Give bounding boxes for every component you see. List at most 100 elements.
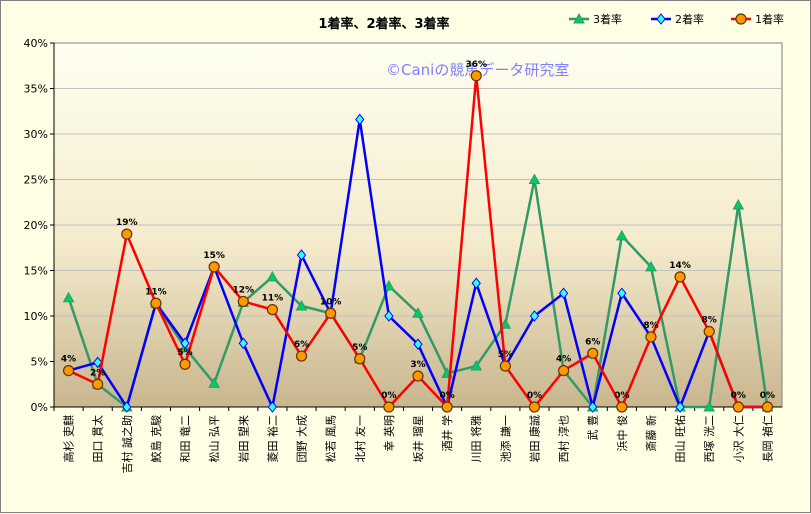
x-tick-label: 斎藤 新 bbox=[644, 415, 658, 452]
x-tick-label: 武 豊 bbox=[587, 415, 600, 441]
data-point bbox=[325, 307, 337, 319]
y-tick-label: 5% bbox=[31, 356, 48, 369]
data-point bbox=[266, 304, 278, 316]
data-point bbox=[441, 401, 453, 413]
data-label: 0% bbox=[760, 391, 775, 401]
series-2 bbox=[62, 70, 774, 413]
data-point bbox=[703, 400, 716, 412]
legend-marker bbox=[573, 12, 585, 24]
data-point bbox=[121, 228, 133, 240]
x-tick-label: 田口 貫太 bbox=[92, 415, 105, 463]
data-point bbox=[499, 318, 512, 329]
data-label: 4% bbox=[556, 355, 571, 365]
data-point bbox=[295, 350, 308, 362]
data-label: 0% bbox=[439, 391, 454, 401]
x-tick-label: 岩田 望来 bbox=[236, 415, 250, 463]
data-point bbox=[266, 270, 279, 282]
x-tick-label: 西村 淳也 bbox=[557, 415, 571, 463]
watermark-text: ©Caniの競馬データ研究室 bbox=[386, 61, 569, 79]
x-tick-label: 幸 英明 bbox=[382, 415, 396, 452]
y-tick-label: 35% bbox=[24, 83, 48, 96]
data-point bbox=[354, 353, 366, 365]
x-tick-label: 川田 将雅 bbox=[469, 415, 483, 463]
x-tick-label: 西塚 洸二 bbox=[702, 415, 716, 463]
x-tick-label: 坂井 瑠星 bbox=[411, 415, 425, 463]
data-point bbox=[412, 307, 424, 318]
data-point bbox=[470, 70, 482, 82]
data-label: 2% bbox=[90, 368, 105, 378]
legend: 3着率 2着率 1着率 bbox=[569, 12, 784, 26]
x-tick-label: 高杉 吏麒 bbox=[62, 415, 76, 463]
data-point bbox=[384, 310, 394, 322]
data-point bbox=[62, 365, 75, 377]
series-layer bbox=[62, 70, 774, 413]
data-label: 3% bbox=[410, 360, 425, 370]
data-label: 36% bbox=[465, 60, 487, 70]
data-point bbox=[208, 261, 220, 273]
y-tick-label: 30% bbox=[24, 128, 48, 141]
legend-marker bbox=[735, 13, 747, 25]
x-tick-label: 松山 弘平 bbox=[207, 415, 221, 463]
data-point bbox=[674, 271, 686, 283]
data-point bbox=[122, 401, 132, 413]
data-label: 11% bbox=[262, 294, 284, 304]
data-label: 11% bbox=[145, 287, 167, 297]
data-point bbox=[296, 249, 307, 261]
data-label: 5% bbox=[177, 348, 192, 358]
data-label: 0% bbox=[731, 391, 746, 401]
data-point bbox=[471, 277, 481, 290]
data-label: 8% bbox=[643, 321, 658, 331]
data-label: 14% bbox=[669, 261, 691, 271]
data-point bbox=[645, 331, 657, 343]
x-tick-label: 鮫島 克駿 bbox=[149, 415, 163, 463]
data-label: 0% bbox=[381, 391, 396, 401]
data-label: 4% bbox=[61, 355, 76, 365]
data-point bbox=[92, 378, 104, 390]
x-tick-label: 田山 旺佑 bbox=[673, 415, 687, 463]
data-point bbox=[587, 347, 599, 359]
data-point bbox=[179, 358, 191, 370]
y-tick-label: 0% bbox=[31, 401, 48, 414]
x-tick-label: 吉村 誠之助 bbox=[120, 415, 134, 474]
data-point bbox=[616, 401, 628, 413]
data-label: 10% bbox=[320, 297, 342, 307]
data-point bbox=[295, 299, 308, 311]
data-point bbox=[529, 310, 540, 322]
data-label: 19% bbox=[116, 218, 138, 228]
data-point bbox=[238, 337, 248, 350]
data-point bbox=[732, 401, 744, 413]
y-tick-label: 20% bbox=[24, 219, 48, 232]
data-point bbox=[703, 325, 715, 338]
data-point bbox=[528, 173, 541, 184]
data-point bbox=[355, 113, 365, 126]
chart-title: 1着率、2着率、3着率 bbox=[318, 16, 449, 32]
data-label: 6% bbox=[294, 340, 309, 350]
x-tick-label: 浜中 俊 bbox=[615, 415, 629, 452]
data-point bbox=[150, 297, 162, 309]
data-point bbox=[413, 338, 423, 351]
x-tick-label: 長岡 禎仁 bbox=[761, 415, 774, 463]
y-tick-label: 10% bbox=[24, 310, 48, 323]
y-tick-label: 40% bbox=[24, 37, 48, 50]
data-point bbox=[528, 401, 541, 413]
data-point bbox=[617, 287, 627, 300]
data-point bbox=[267, 401, 278, 413]
data-label: 15% bbox=[203, 251, 225, 261]
x-axis: 高杉 吏麒 田口 貫太 吉村 誠之助 鮫島 克駿 和田 竜二 松山 弘平 岩田 望来 菱田 裕… bbox=[53, 406, 782, 474]
data-point bbox=[208, 377, 221, 388]
data-point bbox=[558, 287, 569, 300]
x-tick-label: 菱田 裕二 bbox=[266, 415, 279, 463]
y-tick-label: 15% bbox=[24, 265, 48, 278]
data-point bbox=[383, 279, 395, 291]
x-tick-label: 小沢 大仁 bbox=[731, 415, 745, 463]
data-point bbox=[499, 360, 511, 372]
data-point bbox=[180, 337, 190, 350]
data-label: 5% bbox=[498, 350, 513, 360]
data-label: 0% bbox=[614, 391, 629, 401]
legend-label: 1着率 bbox=[755, 12, 784, 26]
data-point bbox=[383, 401, 395, 413]
data-point bbox=[645, 260, 657, 272]
data-point bbox=[470, 360, 483, 371]
x-tick-label: 団野 大成 bbox=[295, 415, 309, 463]
